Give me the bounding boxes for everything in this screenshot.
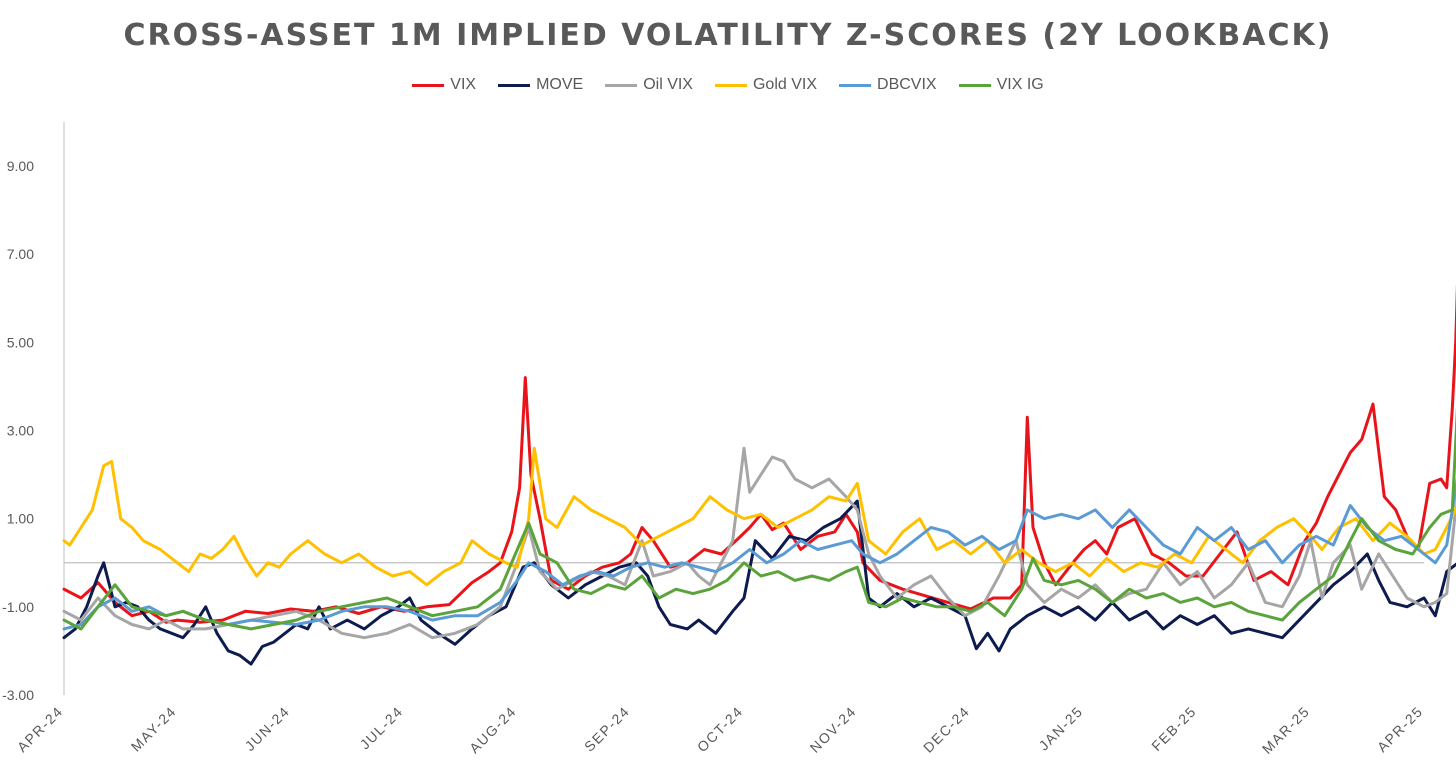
legend-item: Oil VIX [605, 76, 693, 94]
y-tick-label: -1.00 [2, 599, 34, 615]
y-tick-label: 7.00 [7, 246, 34, 262]
series-line-vix-ig [62, 406, 1456, 631]
legend-swatch [714, 83, 747, 87]
legend: VIX MOVE Oil VIX Gold VIX DBCVIX VIX IG [0, 76, 1456, 94]
x-tick-label: FEB-25 [1148, 703, 1199, 754]
legend-item: DBCVIX [839, 76, 937, 94]
y-tick-label: 1.00 [7, 511, 34, 527]
legend-swatch [605, 83, 638, 87]
x-tick-label: JAN-25 [1035, 703, 1086, 754]
x-tick-label: APR-25 [1374, 703, 1426, 755]
y-tick-label: 3.00 [7, 423, 34, 439]
x-tick-label: SEP-24 [581, 703, 633, 755]
legend-swatch [958, 83, 991, 87]
legend-swatch [412, 83, 445, 87]
series-line-gold-vix [62, 446, 1456, 587]
legend-label: DBCVIX [877, 76, 937, 93]
x-tick-label: MAY-24 [128, 703, 180, 755]
legend-item: VIX [412, 76, 476, 94]
legend-label: MOVE [536, 76, 584, 93]
legend-label: VIX IG [996, 76, 1044, 93]
legend-label: Oil VIX [643, 76, 693, 93]
y-tick-label: -3.00 [2, 687, 34, 703]
x-tick-label: AUG-24 [466, 703, 519, 756]
chart-title: CROSS-ASSET 1M IMPLIED VOLATILITY Z-SCOR… [123, 18, 1333, 53]
legend-item: VIX IG [958, 76, 1044, 94]
legend-label: VIX [450, 76, 477, 93]
x-tick-label: JUL-24 [357, 703, 407, 753]
legend-swatch [498, 83, 531, 87]
legend-item: MOVE [498, 76, 583, 94]
legend-swatch [839, 83, 872, 87]
x-tick-label: OCT-24 [694, 703, 746, 755]
series-line-oil-vix [62, 446, 1456, 640]
x-tick-label: DEC-24 [920, 703, 973, 756]
x-tick-label: MAR-25 [1259, 703, 1313, 757]
x-tick-label: APR-24 [14, 703, 66, 755]
series-line-dbcvix [62, 477, 1456, 631]
series-line-move [62, 499, 1456, 666]
legend-item: Gold VIX [714, 76, 818, 94]
legend-label: Gold VIX [752, 76, 818, 93]
y-tick-label: 9.00 [7, 158, 34, 174]
y-tick-label: 5.00 [7, 334, 34, 350]
x-tick-label: NOV-24 [807, 703, 860, 756]
x-tick-label: JUN-24 [242, 703, 293, 754]
